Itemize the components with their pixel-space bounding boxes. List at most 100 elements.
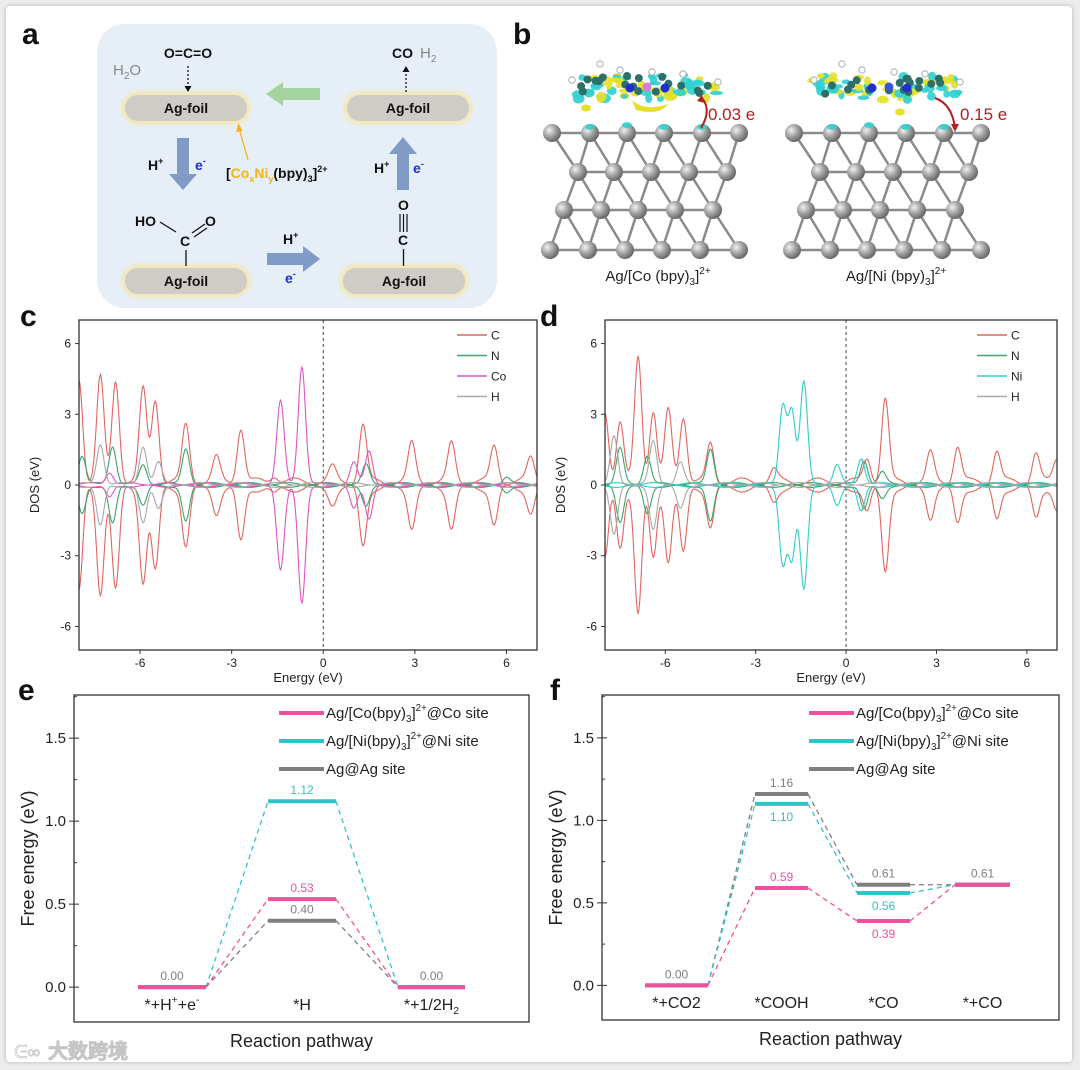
legend-label: Ag/[Ni(bpy)3]2+@Ni site [856,731,1009,753]
dos-curves [78,365,538,605]
carbon-atom [651,87,660,96]
ag-atom [618,124,636,142]
co-intermediate: O C [398,197,409,266]
connector-dashed-line [909,884,956,894]
cyan-isosurface [709,90,724,96]
x-tick-label: 3 [933,656,940,670]
x-tick-label: 3 [412,656,419,670]
co2rr-free-energy-chart: 0.00 1.16 1.10 0.59 0.61 0.56 0.39 0.61 *+CO2 *CO… [546,694,1060,1049]
cyan-isosurface [590,83,602,91]
dos-chart-ni: -6 -3 0 3 6 -6 -3 0 3 6 Energy (eV) DOS (eV) CN Ni H [553,319,1058,685]
charge-arrow-ni [934,97,956,129]
y-tick-label: 0.0 [573,977,594,994]
arrow-head [697,95,705,103]
connector-dashed-line [335,898,399,988]
legend-label: Ag/[Co(bpy)3]2+@Co site [856,703,1019,725]
yellow-isosurface [854,83,864,92]
dos-curve-h-spin-down [78,484,538,527]
carbon-atom [623,72,632,81]
y-tick-label: 0 [590,478,597,492]
yellow-isosurface [692,79,703,85]
ag-atom [569,163,587,181]
structure-ag-co-bpy [541,60,748,259]
yellow-isosurface [816,73,825,79]
label-part-main: *+H [145,997,172,1014]
bpy-complex-molecule [807,60,964,116]
connector-dashed-line [335,920,399,988]
carbon-atom [936,78,945,87]
cyan-isosurface [572,93,585,104]
legend-label-n: N [1011,349,1020,363]
cyan-isosurface [948,89,961,99]
arrow-head [184,86,192,92]
y-tick-label: -6 [60,619,71,633]
dos-curve-h-spin-up [78,443,538,486]
carbon-atom [703,81,712,90]
y-tick-label: 6 [64,337,71,351]
hydrogen-atom [858,66,866,74]
ag-atom [908,201,926,219]
ag-atom [834,201,852,219]
y-tick-label: 6 [590,337,597,351]
nitrogen-atom [660,83,670,93]
proton-label: H+ [148,156,163,173]
cyan-isosurface [857,95,870,101]
proton-label: H+ [374,159,389,176]
x-axis-label: Energy (eV) [273,670,342,685]
ag-atom [847,163,865,181]
yellow-isosurface [606,82,613,90]
carbon-atom [852,76,861,85]
label-part-sup: 2+ [946,703,957,714]
up-step-arrow [389,137,417,190]
value-label: 0.56 [872,899,896,913]
connectors [707,793,956,986]
panel-label-c: c [20,300,37,333]
label-part-main: *COOH [754,995,808,1012]
y-axis-label: Free energy (eV) [546,789,566,925]
label-part-sup1: + [172,995,178,1006]
label-part-sub: 2 [453,1006,459,1017]
ag-atom [730,241,748,259]
legend-label: Ag@Ag site [856,761,935,778]
label-part-close: ] [941,705,945,722]
cyan-isosurface [876,95,890,104]
label-part-close: ] [406,733,410,750]
carbon-atom [828,81,837,90]
co-product-label: CO [392,45,413,61]
carbon-atom [895,78,904,87]
label-part-sup: 2+ [411,731,422,742]
h2o-label: H2O [113,62,141,82]
connector-dashed-line [335,801,399,988]
carbon-atom [578,87,587,96]
category-label: *+CO [963,995,1003,1012]
ag-atom [616,241,634,259]
dos-chart-co: -6 -3 0 3 6 -6 -3 0 3 6 Energy (eV) DOS (eV) CN Co H [27,319,538,685]
ag-foil-label: Ag-foil [164,273,208,289]
ag-foil-bottom-left: Ag-foil [122,265,250,297]
y-tick-label: 0.0 [45,979,66,996]
co2-label: O=C=O [164,45,212,61]
connector-dashed-line [205,898,269,988]
panel-label-f: f [550,674,561,707]
carbon-atom [583,75,592,84]
label-part-post: @Ni site [952,733,1009,750]
ag-atom [972,124,990,142]
label-part-main: *CO [868,995,898,1012]
ag-atom [960,163,978,181]
cyan-isosurface [610,77,622,82]
dos-curve-h-spin-up [604,434,1058,486]
hydrogen-atom [921,70,929,78]
ag-foil-label: Ag-foil [164,100,208,116]
label-part-sub: 3 [936,714,941,725]
carbon-atom [821,89,830,98]
category-label: *+1/2H2 [404,997,459,1017]
ag-foil-top-right: Ag-foil [344,92,472,124]
y-tick-label: -3 [60,549,71,563]
label-part-main: *+CO2 [652,995,701,1012]
label-part-pre: Ag/[Ni(bpy) [856,733,931,750]
value-label: 0.00 [160,969,184,983]
cyan-isosurface [939,124,949,130]
y-tick-label: 1.0 [45,813,66,830]
carbon-atom [677,81,686,90]
ag-atom [693,124,711,142]
